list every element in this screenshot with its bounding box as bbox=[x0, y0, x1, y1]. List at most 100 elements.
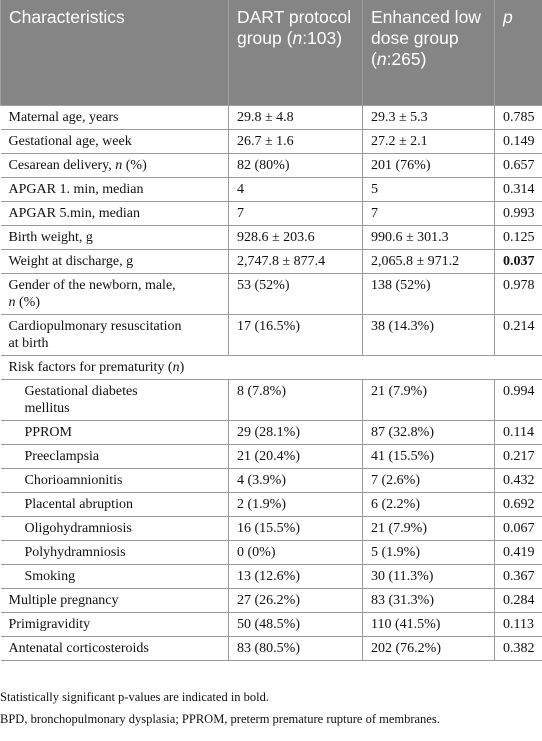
text-run: n bbox=[8, 295, 16, 310]
cell: 17 (16.5%) bbox=[228, 314, 363, 356]
text-run: 0.217 bbox=[503, 449, 535, 464]
text-run: Cesarean delivery, bbox=[8, 158, 116, 173]
text-run: 83 (80.5%) bbox=[237, 641, 300, 656]
table-row: Polyhydramniosis 0 (0%) 5 (1.9%) 0.419 bbox=[0, 540, 542, 565]
text-run: Gestational diabetes mellitus bbox=[24, 384, 138, 416]
text-run: 0.113 bbox=[503, 617, 534, 632]
header-cell: Enhanced low dose group (n:265) bbox=[362, 0, 495, 106]
text-run: 0.978 bbox=[503, 278, 535, 293]
cell: 7 (2.6%) bbox=[362, 468, 495, 493]
text-run: 0.692 bbox=[503, 497, 535, 512]
text-run: (%) bbox=[15, 295, 40, 310]
cell: 83 (31.3%) bbox=[362, 588, 495, 613]
cell: 16 (15.5%) bbox=[228, 516, 363, 541]
row-label: Primigravidity bbox=[0, 612, 229, 637]
table-row: Cardiopulmonary resuscitation at birth 17… bbox=[0, 314, 542, 356]
table-row: Gender of the newborn, male, n (%) 53 (52… bbox=[0, 273, 542, 315]
text-run: 0.067 bbox=[503, 521, 535, 536]
cell: 0.692 bbox=[494, 492, 542, 517]
text-run: 7 bbox=[371, 206, 378, 221]
table-row: Birth weight, g 928.6 ± 203.6 990.6 ± 301.… bbox=[0, 225, 542, 250]
text-run: DART protocol group ( bbox=[237, 7, 352, 48]
text-run: 2,065.8 ± 971.2 bbox=[371, 254, 460, 269]
row-label: Gender of the newborn, male, n (%) bbox=[0, 273, 229, 315]
table-row: Primigravidity 50 (48.5%) 110 (41.5%) 0.113 bbox=[0, 612, 542, 637]
text-run: n bbox=[115, 158, 123, 173]
text-run: 83 (31.3%) bbox=[371, 593, 434, 608]
cell: 6 (2.2%) bbox=[362, 492, 495, 517]
text-run: n bbox=[292, 28, 303, 48]
text-run: 0.994 bbox=[503, 384, 535, 399]
row-label: Risk factors for prematurity (n) bbox=[0, 355, 542, 380]
text-run: Multiple pregnancy bbox=[8, 593, 119, 608]
cell: 0.037 bbox=[494, 249, 542, 274]
text-run: 7 (2.6%) bbox=[371, 473, 420, 488]
cell: 0.419 bbox=[494, 540, 542, 565]
text-run: 8 (7.8%) bbox=[237, 384, 286, 399]
text-run: Risk factors for prematurity ( bbox=[8, 360, 173, 375]
cell: 27.2 ± 2.1 bbox=[362, 129, 495, 154]
text-run: 4 (3.9%) bbox=[237, 473, 286, 488]
row-label: Multiple pregnancy bbox=[0, 588, 229, 613]
row-label: Oligohydramniosis bbox=[0, 516, 229, 541]
cell: 5 (1.9%) bbox=[362, 540, 495, 565]
cell: 83 (80.5%) bbox=[228, 636, 363, 661]
text-run: 0.382 bbox=[503, 641, 535, 656]
text-run: 21 (20.4%) bbox=[237, 449, 300, 464]
text-run: Chorioamnionitis bbox=[24, 473, 123, 488]
text-run: 0.785 bbox=[503, 110, 535, 125]
text-run: 27.2 ± 2.1 bbox=[371, 134, 428, 149]
text-run: 2,747.8 ± 877.4 bbox=[237, 254, 326, 269]
text-run: APGAR 1. min, median bbox=[8, 182, 144, 197]
text-run: 201 (76%) bbox=[371, 158, 431, 173]
text-run: 26.7 ± 1.6 bbox=[237, 134, 294, 149]
footnote: BPD, bronchopulmonary dysplasia; PPROM, … bbox=[0, 712, 440, 726]
row-label: Maternal age, years bbox=[0, 105, 229, 130]
row-label: Cardiopulmonary resuscitation at birth bbox=[0, 314, 229, 356]
text-run: 0.214 bbox=[503, 319, 535, 334]
cell: 0.367 bbox=[494, 564, 542, 589]
text-run: 50 (48.5%) bbox=[237, 617, 300, 632]
cell: 0.785 bbox=[494, 105, 542, 130]
row-label: APGAR 5.min, median bbox=[0, 201, 229, 226]
cell: 201 (76%) bbox=[362, 153, 495, 178]
text-run: 0.993 bbox=[503, 206, 535, 221]
text-run: 38 (14.3%) bbox=[371, 319, 434, 334]
cell: 87 (32.8%) bbox=[362, 420, 495, 445]
text-run: 2 (1.9%) bbox=[237, 497, 286, 512]
table-row: Gestational age, week 26.7 ± 1.6 27.2 ± 2.… bbox=[0, 129, 542, 154]
text-run: 21 (7.9%) bbox=[371, 521, 427, 536]
text-run: 4 bbox=[237, 182, 244, 197]
text-run: 16 (15.5%) bbox=[237, 521, 300, 536]
cell: 0.657 bbox=[494, 153, 542, 178]
text-run: ) bbox=[179, 360, 185, 375]
text-run: Characteristics bbox=[9, 7, 125, 27]
cell: 13 (12.6%) bbox=[228, 564, 363, 589]
cell: 0.314 bbox=[494, 177, 542, 202]
text-run: 0.284 bbox=[503, 593, 535, 608]
table-row: Maternal age, years 29.8 ± 4.8 29.3 ± 5.3 0… bbox=[0, 105, 542, 130]
text-run: Oligohydramniosis bbox=[24, 521, 132, 536]
row-label: Cesarean delivery, n (%) bbox=[0, 153, 229, 178]
text-run: APGAR 5.min, median bbox=[8, 206, 140, 221]
text-run: 0.125 bbox=[503, 230, 535, 245]
cell: 27 (26.2%) bbox=[228, 588, 363, 613]
table-row: Multiple pregnancy 27 (26.2%) 83 (31.3%) 0.… bbox=[0, 588, 542, 613]
cell: 0.114 bbox=[494, 420, 542, 445]
header-row: Characteristics DART protocol group (n:10… bbox=[0, 0, 542, 106]
cell: 0.978 bbox=[494, 273, 542, 315]
row-label: Gestational diabetes mellitus bbox=[0, 379, 229, 421]
text-run: Primigravidity bbox=[8, 617, 91, 632]
row-label: Weight at discharge, g bbox=[0, 249, 229, 274]
text-run: 0.419 bbox=[503, 545, 535, 560]
text-run: :265) bbox=[386, 49, 427, 69]
text-run: Birth weight, g bbox=[8, 230, 93, 245]
cell: 0.217 bbox=[494, 444, 542, 469]
text-run: n bbox=[376, 49, 387, 69]
cell: 0.382 bbox=[494, 636, 542, 661]
cell: 5 bbox=[362, 177, 495, 202]
text-run: Preeclampsia bbox=[24, 449, 100, 464]
text-run: 928.6 ± 203.6 bbox=[237, 230, 315, 245]
table-row: PPROM 29 (28.1%) 87 (32.8%) 0.114 bbox=[0, 420, 542, 445]
cell: 29.3 ± 5.3 bbox=[362, 105, 495, 130]
